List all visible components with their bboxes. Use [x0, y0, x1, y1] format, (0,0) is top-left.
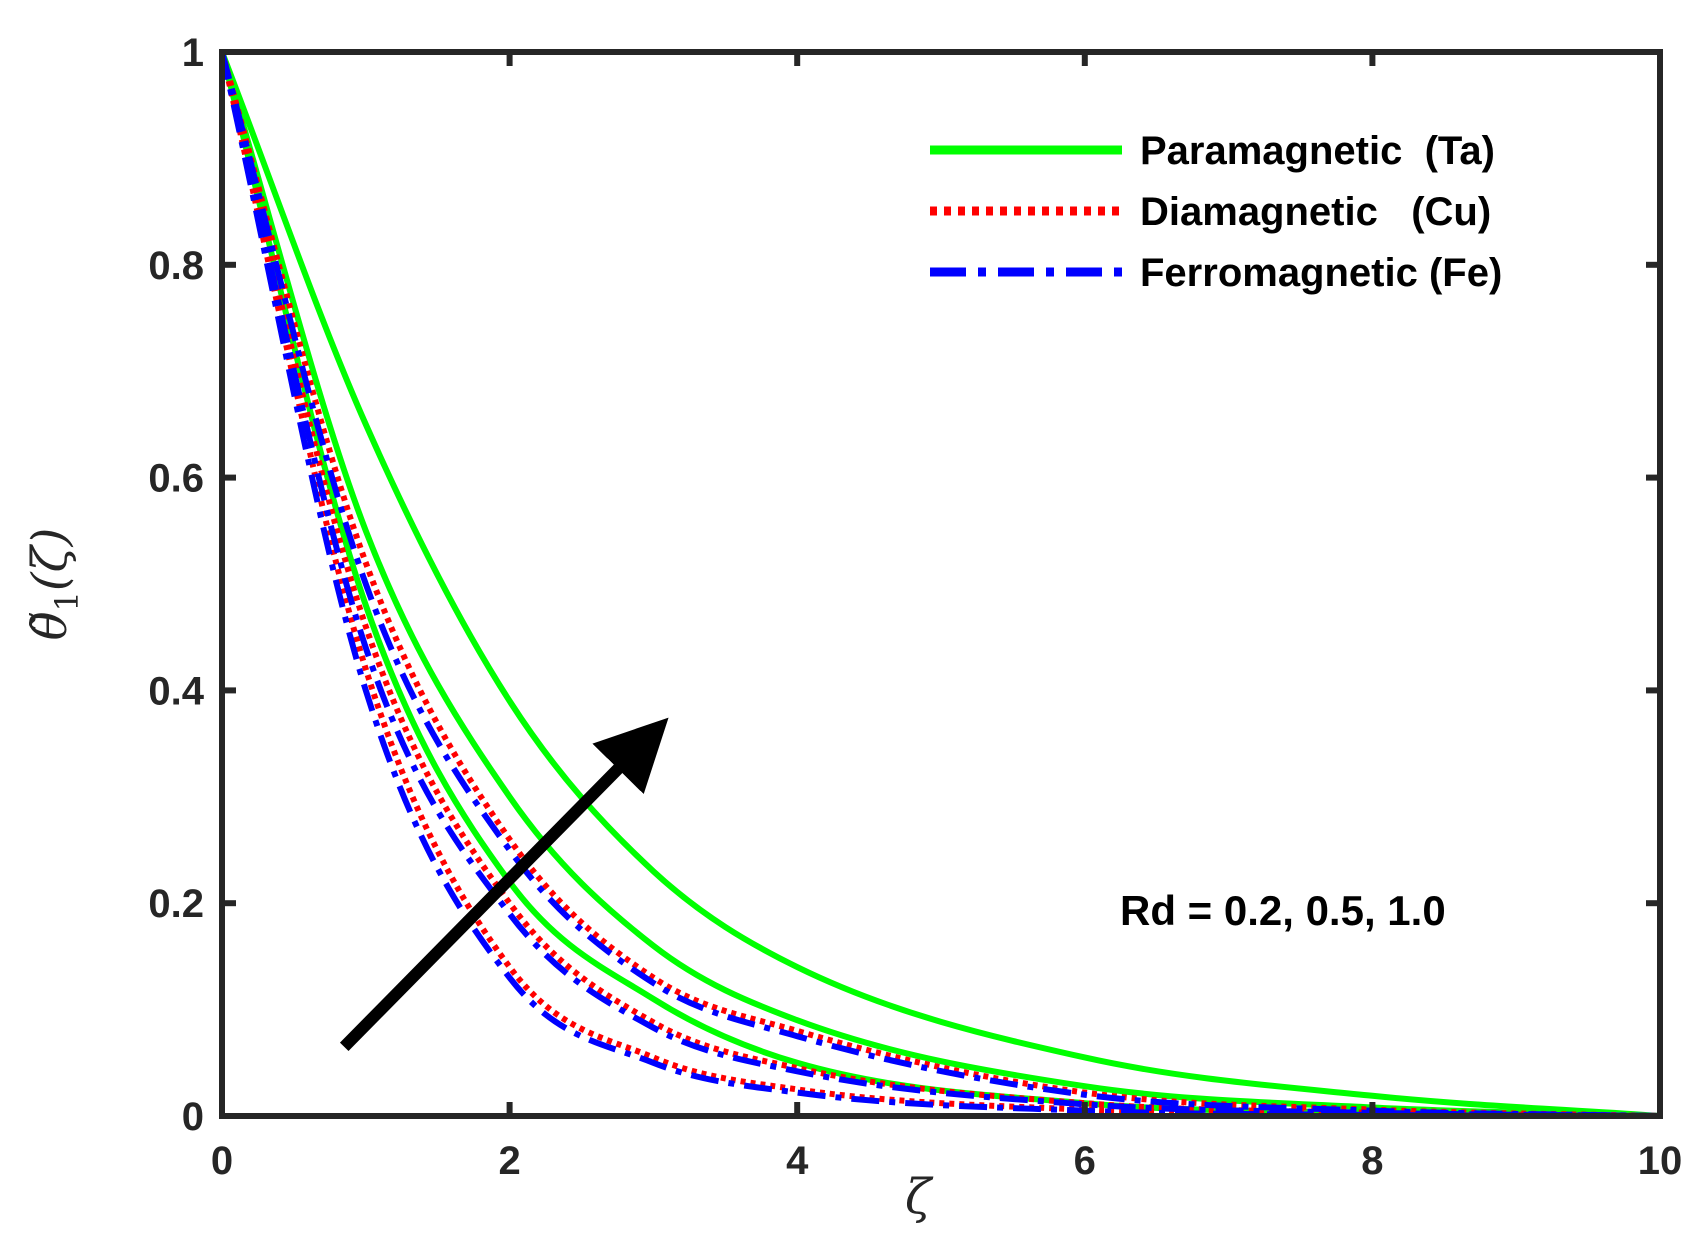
tick-label-layer: 0 2 4 6 8 10 0 0.2 0.4 0.6 0.8 1: [148, 31, 1682, 1183]
x-tick-label-0: 0: [211, 1139, 233, 1183]
y-tick-label-2: 0.4: [148, 669, 204, 713]
legend-label-1: Diamagnetic (Cu): [1140, 190, 1491, 234]
series-line-8: [222, 52, 1660, 1116]
series-layer: [222, 52, 1660, 1116]
y-axis-label-base: θ̃: [22, 611, 78, 640]
y-tick-label-5: 1: [182, 31, 204, 75]
x-tick-label-1: 2: [498, 1139, 520, 1183]
series-line-4: [222, 52, 1660, 1116]
x-tick-label-5: 10: [1638, 1139, 1683, 1183]
series-line-5: [222, 52, 1660, 1116]
y-axis-label: θ̃1(ζ): [22, 528, 86, 641]
legend: Paramagnetic (Ta) Diamagnetic (Cu) Ferroma…: [930, 129, 1502, 295]
legend-label-0: Paramagnetic (Ta): [1140, 129, 1495, 173]
series-line-2: [222, 52, 1660, 1116]
series-line-1: [222, 52, 1660, 1116]
y-tick-label-0: 0: [182, 1095, 204, 1139]
y-tick-label-4: 0.8: [148, 244, 204, 288]
rd-annotation: Rd = 0.2, 0.5, 1.0: [1120, 887, 1446, 934]
tick-layer: [219, 49, 1663, 1119]
y-tick-label-1: 0.2: [148, 882, 204, 926]
y-axis-label-argument: (ζ): [22, 528, 78, 591]
trend-arrow: [339, 717, 669, 1052]
x-axis-label: ζ: [905, 1169, 934, 1225]
y-axis-label-subscript: 1: [48, 591, 86, 611]
y-tick-label-3: 0.6: [148, 457, 204, 501]
x-tick-label-2: 4: [786, 1139, 809, 1183]
x-tick-label-4: 8: [1361, 1139, 1383, 1183]
x-tick-label-3: 6: [1074, 1139, 1096, 1183]
legend-label-2: Ferromagnetic (Fe): [1140, 251, 1502, 295]
plot-frame: [219, 49, 1663, 1119]
